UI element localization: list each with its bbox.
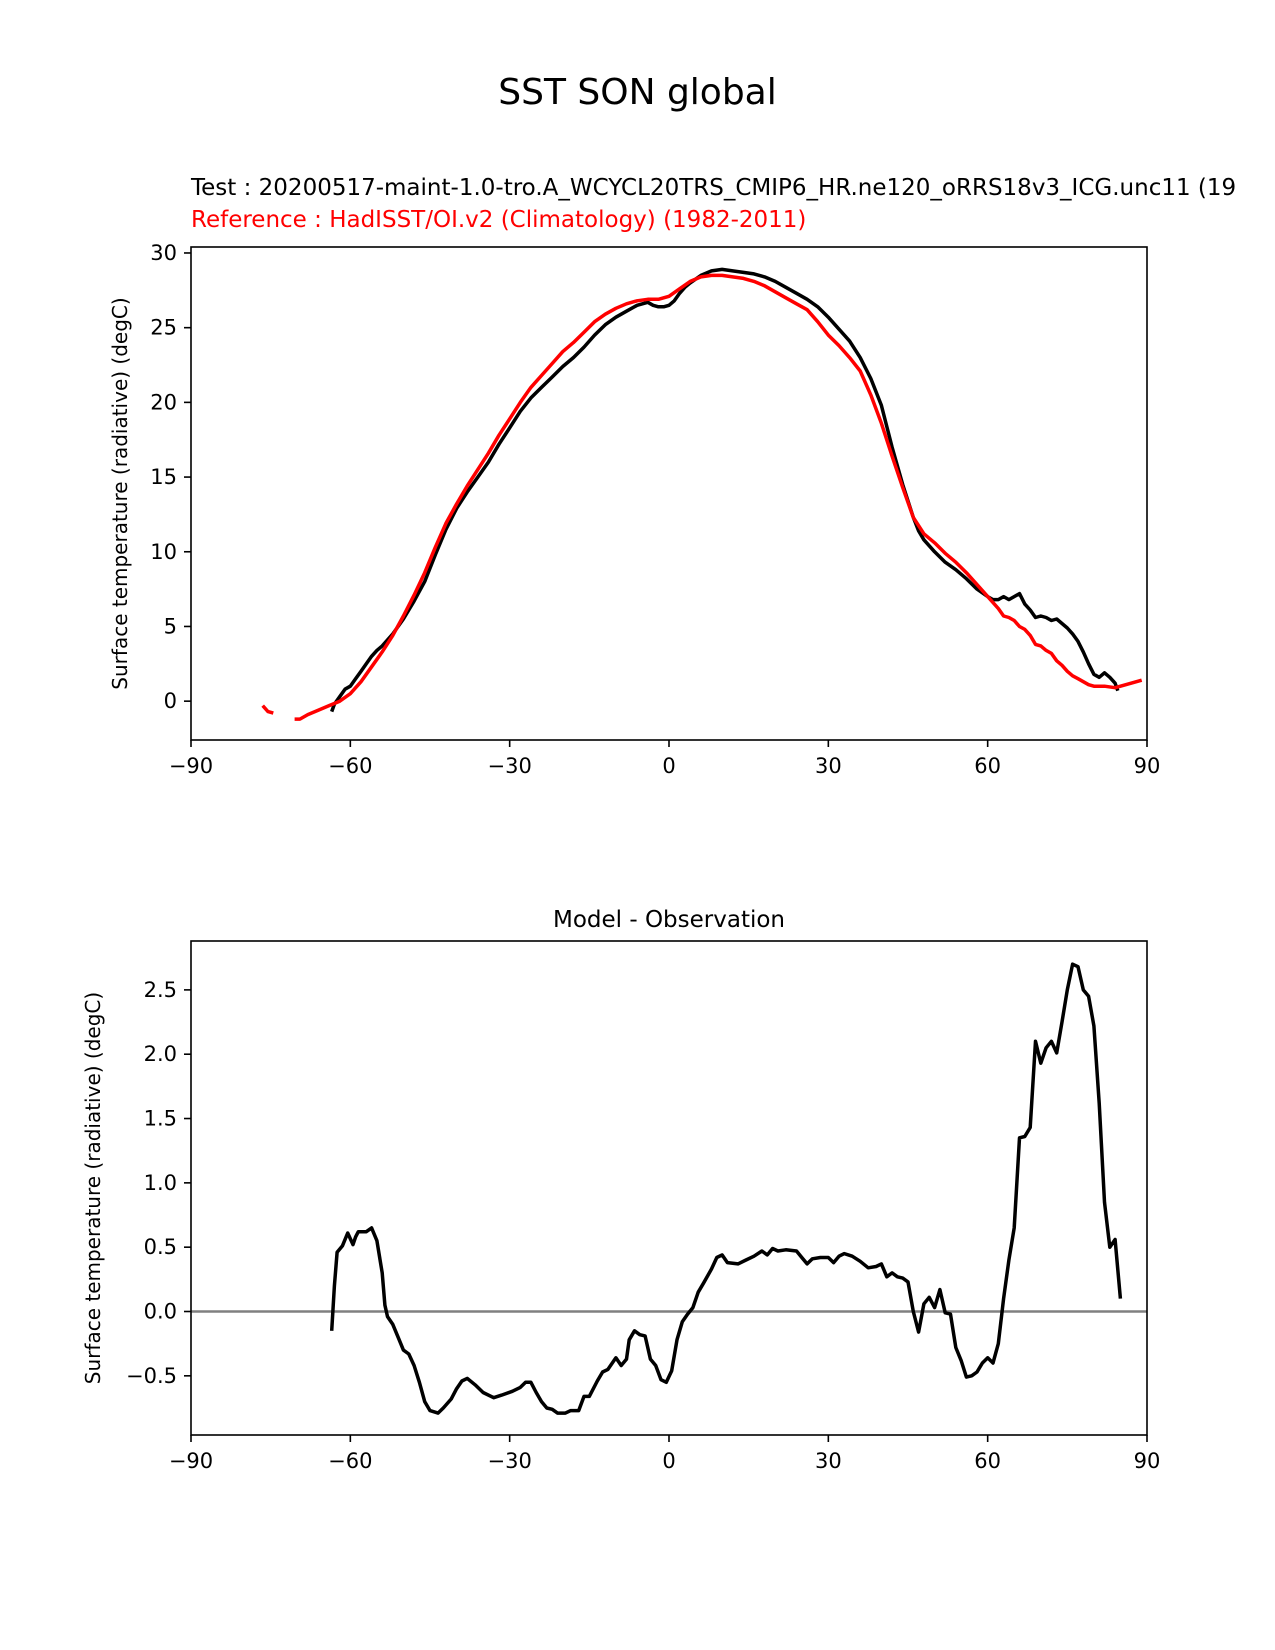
x-tick-label: −60 (328, 1449, 372, 1473)
y-tick-label: 20 (150, 390, 177, 414)
y-tick-label: 15 (150, 465, 177, 489)
x-tick-label: −30 (488, 754, 532, 778)
y-tick-label: 10 (150, 540, 177, 564)
x-tick-label: 90 (1134, 754, 1161, 778)
series-line-reference-segment-1 (261, 704, 274, 715)
x-tick-label: 0 (662, 754, 675, 778)
x-tick-label: 30 (815, 1449, 842, 1473)
test-label: Test : 20200517-maint-1.0-tro.A_WCYCL20T… (191, 175, 1237, 201)
y-tick-label: 1.5 (144, 1107, 177, 1131)
y-tick-label: 0.0 (144, 1300, 177, 1324)
x-tick-label: 0 (662, 1449, 675, 1473)
y-tick-label: −0.5 (126, 1364, 177, 1388)
y-tick-label: 5 (164, 614, 177, 638)
y-tick-label: 2.0 (144, 1042, 177, 1066)
x-tick-label: 30 (815, 754, 842, 778)
y-tick-label: 2.5 (144, 978, 177, 1002)
axes-frame (190, 940, 1148, 1436)
x-tick-label: 60 (974, 754, 1001, 778)
y-tick-label: 1.0 (144, 1171, 177, 1195)
series-line-reference-segment-2 (294, 273, 1143, 721)
y-tick-label: 0.5 (144, 1235, 177, 1259)
y-axis-label: Surface temperature (radiative) (degC) (81, 992, 105, 1384)
series-line-difference (329, 962, 1123, 1415)
chart-1: −90 −60 −30 0 30 60 90 0 5 10 15 20 25 30 Surface temp… (108, 241, 1160, 778)
chart-title: Model - Observation (553, 907, 785, 933)
figure-title: SST SON global (498, 72, 777, 113)
chart-2: −90 −60 −30 0 30 60 90 −0.5 0.0 0.5 1.0 1.5 2.0 2.5 Su… (81, 907, 1160, 1473)
axes-frame (190, 246, 1148, 741)
y-tick-label: 30 (150, 241, 177, 265)
x-tick-label: 60 (974, 1449, 1001, 1473)
x-tick-label: −60 (328, 754, 372, 778)
reference-label: Reference : HadISST/OI.v2 (Climatology) … (191, 207, 807, 233)
x-tick-label: 90 (1134, 1449, 1161, 1473)
x-tick-label: −90 (169, 754, 213, 778)
x-tick-label: −30 (488, 1449, 532, 1473)
y-tick-label: 0 (164, 689, 177, 713)
y-axis-label: Surface temperature (radiative) (degC) (108, 297, 132, 689)
x-tick-label: −90 (169, 1449, 213, 1473)
series-line-test (330, 267, 1120, 713)
y-tick-label: 25 (150, 316, 177, 340)
